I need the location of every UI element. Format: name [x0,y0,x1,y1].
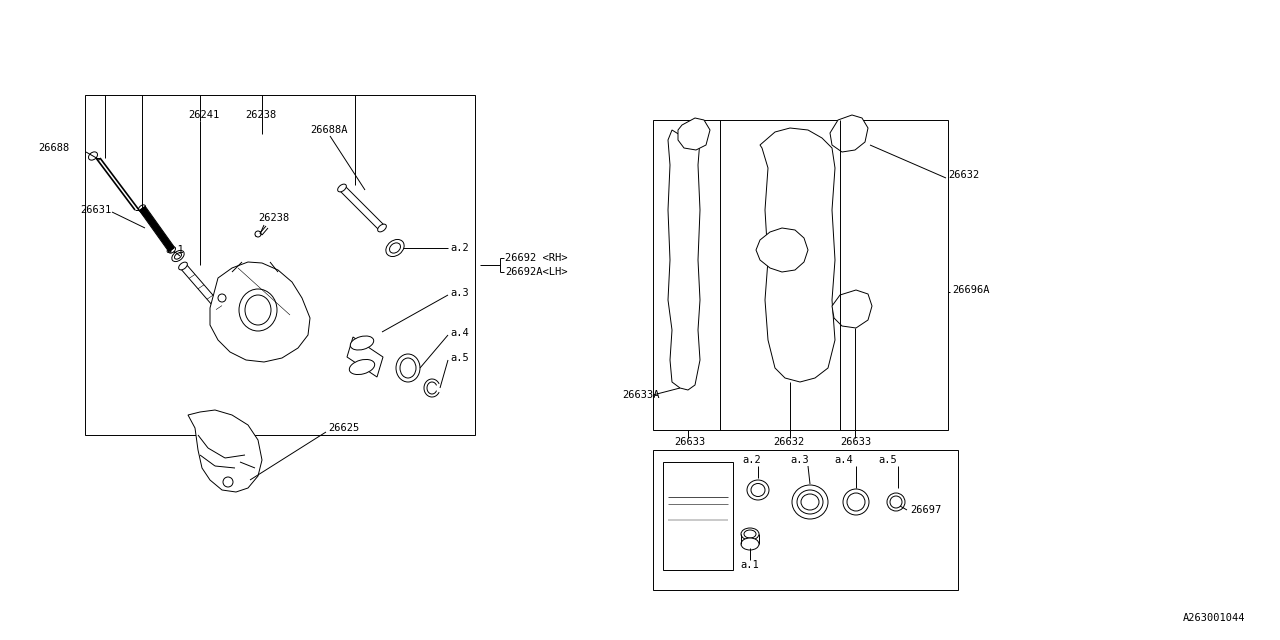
Ellipse shape [172,250,184,262]
Text: a.2: a.2 [742,455,762,465]
Ellipse shape [138,205,146,211]
Ellipse shape [744,530,756,538]
Polygon shape [760,128,835,382]
Text: a.5: a.5 [878,455,897,465]
Text: a.1: a.1 [741,560,759,570]
Text: 26632: 26632 [773,437,804,447]
Text: 26238: 26238 [259,213,289,223]
Polygon shape [140,206,175,252]
Ellipse shape [385,239,404,257]
Ellipse shape [224,314,233,322]
Polygon shape [339,186,385,230]
Text: 26688A: 26688A [310,125,347,135]
Ellipse shape [349,360,375,374]
Text: a.3: a.3 [791,455,809,465]
Ellipse shape [890,496,902,508]
Text: 26633: 26633 [675,437,705,447]
Text: 26692 <RH>: 26692 <RH> [506,253,567,263]
Polygon shape [210,262,310,362]
Polygon shape [188,410,262,492]
Ellipse shape [748,480,769,500]
Polygon shape [347,337,383,377]
Ellipse shape [797,490,823,514]
Bar [653,450,957,590]
Ellipse shape [741,528,759,540]
Ellipse shape [169,247,175,253]
Bar [663,462,733,570]
Circle shape [255,231,261,237]
Text: 26625: 26625 [328,423,360,433]
Ellipse shape [887,493,905,511]
Polygon shape [756,228,808,272]
Ellipse shape [792,485,828,519]
Ellipse shape [255,232,261,236]
Polygon shape [180,264,230,320]
Ellipse shape [179,262,187,270]
Ellipse shape [88,152,97,160]
Ellipse shape [751,483,765,497]
Text: 26632: 26632 [948,170,979,180]
Text: A263001044: A263001044 [1183,613,1245,623]
Ellipse shape [741,538,759,550]
Text: a.5: a.5 [451,353,468,363]
Text: a.1: a.1 [165,245,184,255]
Text: 26238: 26238 [244,110,276,120]
Text: a.4: a.4 [451,328,468,338]
Text: 26688: 26688 [38,143,69,153]
Text: 26633: 26633 [840,437,872,447]
Polygon shape [829,115,868,152]
Circle shape [218,294,227,302]
Ellipse shape [338,184,347,192]
Bar [84,95,475,435]
Ellipse shape [244,295,271,325]
Text: 26692A<LH>: 26692A<LH> [506,267,567,277]
Ellipse shape [801,494,819,510]
Bar [653,120,948,430]
Text: 26697: 26697 [910,505,941,515]
Text: 26696A: 26696A [952,285,989,295]
Ellipse shape [378,224,387,232]
Ellipse shape [351,336,374,350]
Text: 26631: 26631 [79,205,111,215]
Text: 26241: 26241 [188,110,219,120]
Text: 26633A: 26633A [622,390,659,400]
Ellipse shape [389,243,401,253]
Text: a.4: a.4 [835,455,854,465]
Ellipse shape [847,493,865,511]
Ellipse shape [239,289,276,331]
Circle shape [223,477,233,487]
Text: a.2: a.2 [451,243,468,253]
Text: a.3: a.3 [451,288,468,298]
Polygon shape [678,118,710,150]
Ellipse shape [396,354,420,382]
Polygon shape [832,290,872,328]
Ellipse shape [174,253,182,259]
Ellipse shape [399,358,416,378]
Ellipse shape [844,489,869,515]
Polygon shape [668,128,700,390]
